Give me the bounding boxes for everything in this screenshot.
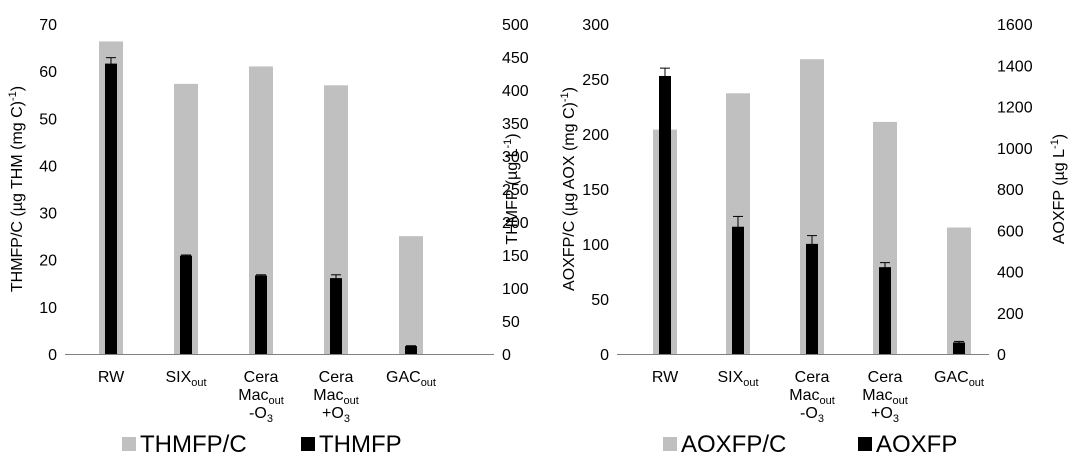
left-y-axis-label: AOXFP/C (µg AOX (mg C)-1) — [559, 87, 578, 291]
x-tick-label: Macout — [789, 387, 835, 407]
right-y-tick-label: 350 — [502, 116, 529, 133]
x-tick-label: -O3 — [249, 405, 273, 425]
bar-aoxfp-3 — [806, 243, 818, 354]
left-y-tick-label: 300 — [582, 17, 609, 34]
left-y-tick-label: 0 — [48, 347, 57, 364]
chart-2: 0 50 100 150 200 250 300 0 200 400 600 800 1000 1200 1… — [559, 17, 1068, 458]
bar-thmfp-1 — [105, 63, 117, 354]
x-tick-label: SIXout — [165, 369, 206, 389]
right-y-tick-label: 500 — [502, 17, 529, 34]
right-y-tick-label: 600 — [997, 223, 1024, 240]
right-y-tick-label: 1600 — [997, 17, 1033, 34]
right-y-tick-label: 1200 — [997, 100, 1033, 117]
legend-swatch — [301, 437, 315, 451]
bar-thmfp-3 — [255, 275, 267, 354]
right-y-tick-label: 800 — [997, 182, 1024, 199]
left-y-tick-label: 100 — [582, 237, 609, 254]
x-tick-label: RW — [98, 369, 125, 386]
right-y-tick-label: 50 — [502, 314, 520, 331]
legend-swatch — [663, 437, 677, 451]
x-tick-label: Macout — [313, 387, 359, 407]
right-y-tick-label: 1400 — [997, 58, 1033, 75]
bar-thmfp-4 — [330, 278, 342, 354]
bar-aoxfpc-5 — [947, 227, 971, 354]
left-y-tick-label: 200 — [582, 127, 609, 144]
left-y-tick-label: 20 — [39, 253, 57, 270]
x-tick-label: SIXout — [717, 369, 758, 389]
left-y-tick-label: 150 — [582, 182, 609, 199]
right-y-tick-label: 0 — [502, 347, 511, 364]
x-tick-label: Cera — [319, 369, 354, 386]
right-y-tick-label: 400 — [502, 83, 529, 100]
x-tick-label: +O3 — [871, 405, 899, 425]
error-bar-5 — [406, 345, 416, 347]
legend-label: THMFP — [319, 431, 402, 458]
chart-1: 0 10 20 30 40 50 60 70 0 50 100 150 200 250 300 350 400 4… — [7, 17, 529, 458]
left-y-tick-label: 250 — [582, 72, 609, 89]
legend: AOXFP/C AOXFP — [663, 431, 957, 458]
right-y-tick-label: 100 — [502, 281, 529, 298]
x-tick-label: -O3 — [800, 405, 824, 425]
x-tick-label: Cera — [244, 369, 279, 386]
error-bar-4 — [880, 262, 890, 273]
bar-thmfpc-5 — [399, 236, 423, 354]
x-tick-label: Macout — [862, 387, 908, 407]
bar-thmfp-2 — [180, 255, 192, 354]
left-y-tick-label: 0 — [600, 347, 609, 364]
left-y-tick-label: 10 — [39, 300, 57, 317]
right-y-tick-label: 400 — [997, 265, 1024, 282]
right-y-axis-label: AOXFP (µg L-1) — [1049, 134, 1068, 244]
right-y-tick-label: 200 — [997, 306, 1024, 323]
right-y-tick-label: 0 — [997, 347, 1006, 364]
left-y-axis-label: THMFP/C (µg THM (mg C)-1) — [7, 86, 26, 292]
left-y-tick-label: 40 — [39, 158, 57, 175]
left-y-tick-label: 50 — [591, 292, 609, 309]
right-y-tick-label: 450 — [502, 50, 529, 67]
right-y-tick-label: 300 — [502, 149, 529, 166]
bar-aoxfp-4 — [879, 267, 891, 354]
error-bar-2 — [181, 254, 191, 257]
error-bar-4 — [331, 274, 341, 282]
x-tick-label: GACout — [934, 369, 984, 389]
error-bar-1 — [106, 57, 116, 71]
left-y-tick-label: 70 — [39, 17, 57, 34]
left-y-tick-label: 30 — [39, 206, 57, 223]
legend-swatch — [858, 437, 872, 451]
left-y-tick-label: 50 — [39, 111, 57, 128]
x-tick-label: Macout — [238, 387, 284, 407]
right-y-tick-label: 1000 — [997, 141, 1033, 158]
legend-label: AOXFP — [876, 431, 957, 458]
x-tick-label: Cera — [868, 369, 903, 386]
error-bar-3 — [807, 235, 817, 253]
right-y-tick-label: 200 — [502, 215, 529, 232]
legend-label: AOXFP/C — [681, 431, 786, 458]
bar-aoxfp-1 — [659, 75, 671, 354]
error-bar-3 — [256, 274, 266, 277]
right-y-tick-label: 250 — [502, 182, 529, 199]
x-tick-label: Cera — [795, 369, 830, 386]
right-y-tick-label: 150 — [502, 248, 529, 265]
legend-swatch — [122, 437, 136, 451]
left-y-tick-label: 60 — [39, 64, 57, 81]
right-y-axis-label: THMFP (µg L-1) — [502, 133, 521, 244]
error-bar-2 — [733, 215, 743, 238]
legend-label: THMFP/C — [140, 431, 247, 458]
x-tick-label: GACout — [386, 369, 436, 389]
bar-aoxfp-2 — [732, 226, 744, 354]
legend: THMFP/C THMFP — [122, 431, 402, 458]
bar-thmfp-5 — [405, 346, 417, 354]
error-bar-5 — [954, 340, 964, 344]
bar-aoxfp-5 — [953, 342, 965, 354]
x-tick-label: +O3 — [322, 405, 350, 425]
error-bar-1 — [660, 67, 670, 85]
x-tick-label: RW — [652, 369, 679, 386]
